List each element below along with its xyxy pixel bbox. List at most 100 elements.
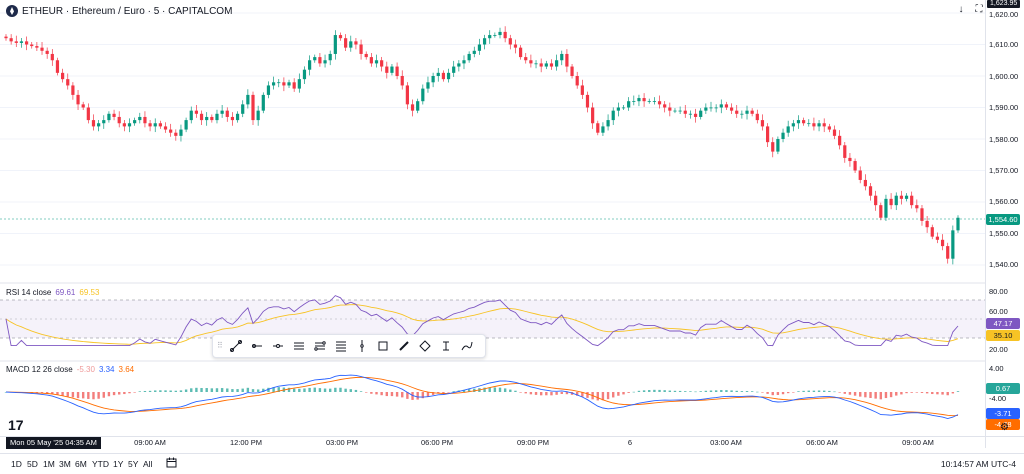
range-button-all[interactable]: All (143, 459, 153, 469)
candle-body (184, 120, 188, 130)
time-label: 03:00 AM (710, 438, 742, 447)
candle-body (904, 195, 909, 199)
macd-hist-bar (462, 389, 466, 392)
rsi-legend[interactable]: RSI 14 close 69.61 69.53 (6, 288, 99, 297)
candle-body (709, 107, 713, 109)
candle-body (606, 120, 610, 127)
macd-hist-bar (792, 392, 795, 393)
macd-hist-bar (678, 390, 682, 392)
range-button-1y[interactable]: 1Y (113, 459, 124, 469)
candle-body (158, 123, 162, 127)
tradingview-logo-icon[interactable]: 17 (8, 417, 24, 433)
candle-body (76, 94, 80, 105)
candle-body (729, 107, 734, 111)
macd-signal-legend-value: 3.64 (118, 365, 135, 374)
horizontal-ray-icon[interactable] (267, 336, 288, 356)
candle-body (179, 129, 183, 136)
macd-hist-bar (545, 392, 548, 396)
candle-body (344, 38, 348, 48)
ray-icon[interactable] (246, 336, 267, 356)
vertical-line-icon[interactable] (351, 336, 372, 356)
trend-line-icon[interactable] (225, 336, 246, 356)
macd-hist-bar (246, 387, 250, 392)
symbol-title-bar[interactable]: ETHEUR · Ethereum / Euro · 5 · CAPITALCO… (6, 3, 232, 19)
candle-body (920, 208, 924, 221)
candle-body (133, 120, 137, 124)
candle-body (194, 110, 198, 114)
macd-hist-bar (205, 388, 208, 392)
macd-hist-bar (766, 392, 769, 394)
candle-body (390, 66, 394, 73)
candle-body (518, 47, 523, 58)
pencil-icon[interactable] (456, 336, 477, 356)
macd-hist-bar (118, 392, 121, 395)
clock-timezone[interactable]: 10:14:57 AM UTC-4 (940, 459, 1016, 469)
macd-hist-bar (483, 387, 486, 392)
range-button-5d[interactable]: 5D (27, 459, 38, 469)
price-axis[interactable]: 1,623.95 1,620.00 1,610.00 1,600.00 1,59… (985, 0, 1024, 436)
candle-body (508, 38, 512, 45)
range-button-1d[interactable]: 1D (11, 459, 22, 469)
macd-hist-bar (612, 392, 615, 398)
range-button-3m[interactable]: 3M (59, 459, 71, 469)
macd-legend-value: 3.34 (98, 365, 115, 374)
macd-hist-bar (92, 392, 95, 400)
path-icon[interactable] (414, 336, 435, 356)
parallel-channel-icon[interactable] (288, 336, 309, 356)
chart-canvas[interactable] (0, 0, 985, 436)
macd-hist-bar (184, 389, 188, 392)
fullscreen-icon[interactable]: ⛶ (975, 4, 983, 15)
calendar-icon[interactable] (166, 457, 177, 468)
range-button-5y[interactable]: 5Y (128, 459, 139, 469)
range-button-1m[interactable]: 1M (43, 459, 55, 469)
candle-body (338, 35, 343, 39)
fib-extension-icon[interactable] (330, 336, 351, 356)
candle-body (539, 63, 543, 67)
macd-hist-bar (771, 392, 774, 396)
drag-handle-icon[interactable]: ⠿ (217, 341, 223, 350)
brush-icon[interactable] (393, 336, 414, 356)
candle-body (277, 82, 281, 84)
candle-body (802, 120, 806, 124)
macd-hist-legend-value: -5.30 (76, 365, 95, 374)
candle-body (940, 239, 945, 247)
download-arrow-icon[interactable]: ↓ (958, 4, 964, 15)
candle-body (488, 35, 492, 39)
macd-hist-bar (215, 388, 219, 392)
candle-body (174, 132, 178, 136)
candle-body (575, 76, 579, 86)
drawing-toolbar[interactable]: ⠿ (212, 334, 486, 358)
candle-body (256, 110, 260, 121)
candle-body (457, 63, 461, 67)
candle-body (663, 104, 667, 108)
macd-hist-bar (925, 392, 929, 394)
rectangle-icon[interactable] (372, 336, 393, 356)
gear-icon[interactable]: ⚙ (1000, 422, 1009, 433)
macd-legend[interactable]: MACD 12 26 close -5.30 3.34 3.64 (6, 365, 134, 374)
range-button-ytd[interactable]: YTD (92, 459, 109, 469)
macd-hist-bar (262, 388, 265, 392)
text-cursor-icon[interactable] (435, 336, 456, 356)
candle-body (30, 44, 34, 47)
candle-body (446, 72, 451, 80)
macd-hist-bar (370, 392, 373, 394)
range-button-6m[interactable]: 6M (75, 459, 87, 469)
candle-body (894, 195, 898, 206)
candle-body (570, 66, 574, 76)
candle-body (899, 195, 903, 199)
rsi-axis-label: 60.00 (989, 307, 1008, 316)
candle-body (544, 63, 548, 67)
candle-body (107, 113, 111, 121)
fib-retracement-icon[interactable] (309, 336, 330, 356)
macd-hist-bar (344, 388, 347, 392)
candle-body (50, 53, 54, 61)
macd-hist-bar (61, 392, 64, 396)
candle-body (704, 107, 708, 111)
macd-hist-bar (642, 390, 646, 392)
candle-body (930, 227, 934, 237)
candle-body (385, 66, 389, 73)
macd-hist-bar (241, 388, 244, 392)
time-axis[interactable]: 09:00 AM 12:00 PM 03:00 PM 06:00 PM 09:0… (0, 436, 985, 448)
candle-body (199, 113, 204, 121)
